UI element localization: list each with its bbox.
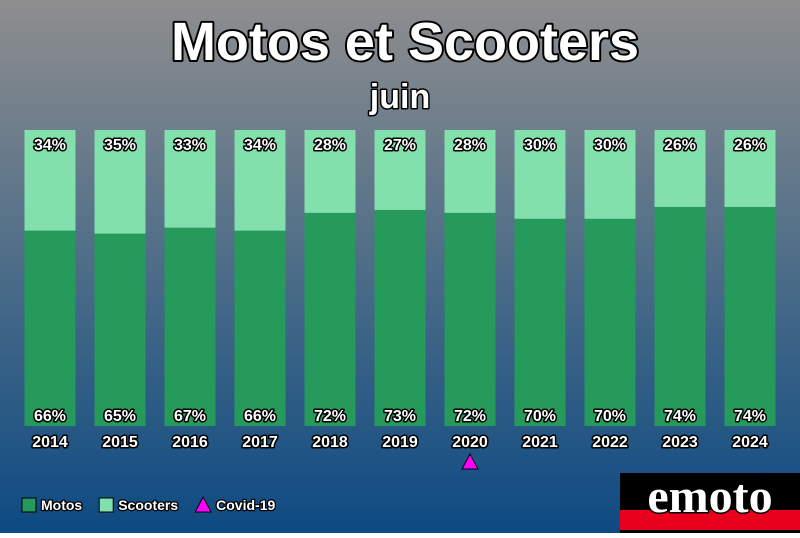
bar-segment [584,130,636,219]
value-label: 67% [174,408,206,425]
value-label: 73% [384,408,416,425]
x-tick-label: 2022 [592,434,628,451]
value-label: 33% [174,137,206,154]
value-label: 74% [664,408,696,425]
bar-segment [514,218,566,426]
value-label: 26% [664,137,696,154]
bar-segment [584,218,636,426]
bar-segment [164,227,216,426]
legend-label: Motos [41,497,82,513]
bar-segment [724,206,776,426]
x-tick-label: 2014 [32,434,68,451]
legend-label: Covid-19 [216,497,275,513]
value-label: 72% [454,408,486,425]
value-label: 27% [384,137,416,154]
value-label: 66% [244,408,276,425]
bar-segment [444,212,496,426]
bar-segment [444,130,496,213]
x-tick-label: 2023 [662,434,698,451]
logo: emoto [620,469,800,533]
logo-strip [620,510,800,530]
x-tick-label: 2016 [172,434,208,451]
bar-segment [24,230,76,426]
legend-label: Scooters [118,497,178,513]
chart-title: Motos et Scooters [171,12,639,72]
x-tick-label: 2024 [732,434,768,451]
value-label: 74% [734,408,766,425]
chart-subtitle: juin [369,78,430,116]
bar-segment [514,130,566,219]
legend-swatch [21,497,37,513]
x-tick-label: 2021 [522,434,558,451]
value-label: 30% [594,137,626,154]
bar-segment [24,130,76,231]
value-label: 35% [104,137,136,154]
x-tick-label: 2020 [452,434,488,451]
value-label: 72% [314,408,346,425]
bar-segment [94,130,146,234]
value-label: 70% [594,408,626,425]
bar-segment [654,130,706,207]
bar-segment [724,130,776,207]
x-tick-label: 2015 [102,434,138,451]
x-tick-label: 2017 [242,434,278,451]
value-label: 26% [734,137,766,154]
legend-swatch [98,497,114,513]
bar-segment [164,130,216,228]
bar-segment [374,209,426,426]
bar-segment [94,233,146,426]
bar-segment [374,130,426,210]
bar-segment [304,212,356,426]
bar-segment [304,130,356,213]
bar-segment [654,206,706,426]
value-label: 30% [524,137,556,154]
value-label: 65% [104,408,136,425]
value-label: 66% [34,408,66,425]
x-tick-label: 2019 [382,434,418,451]
covid-marker [461,452,479,470]
bar-segment [234,230,286,426]
value-label: 28% [454,137,486,154]
bar-segment [234,130,286,231]
x-tick-label: 2018 [312,434,348,451]
legend-marker [194,495,212,513]
value-label: 34% [244,137,276,154]
logo-text: emoto [647,470,772,523]
value-label: 34% [34,137,66,154]
value-label: 28% [314,137,346,154]
value-label: 70% [524,408,556,425]
